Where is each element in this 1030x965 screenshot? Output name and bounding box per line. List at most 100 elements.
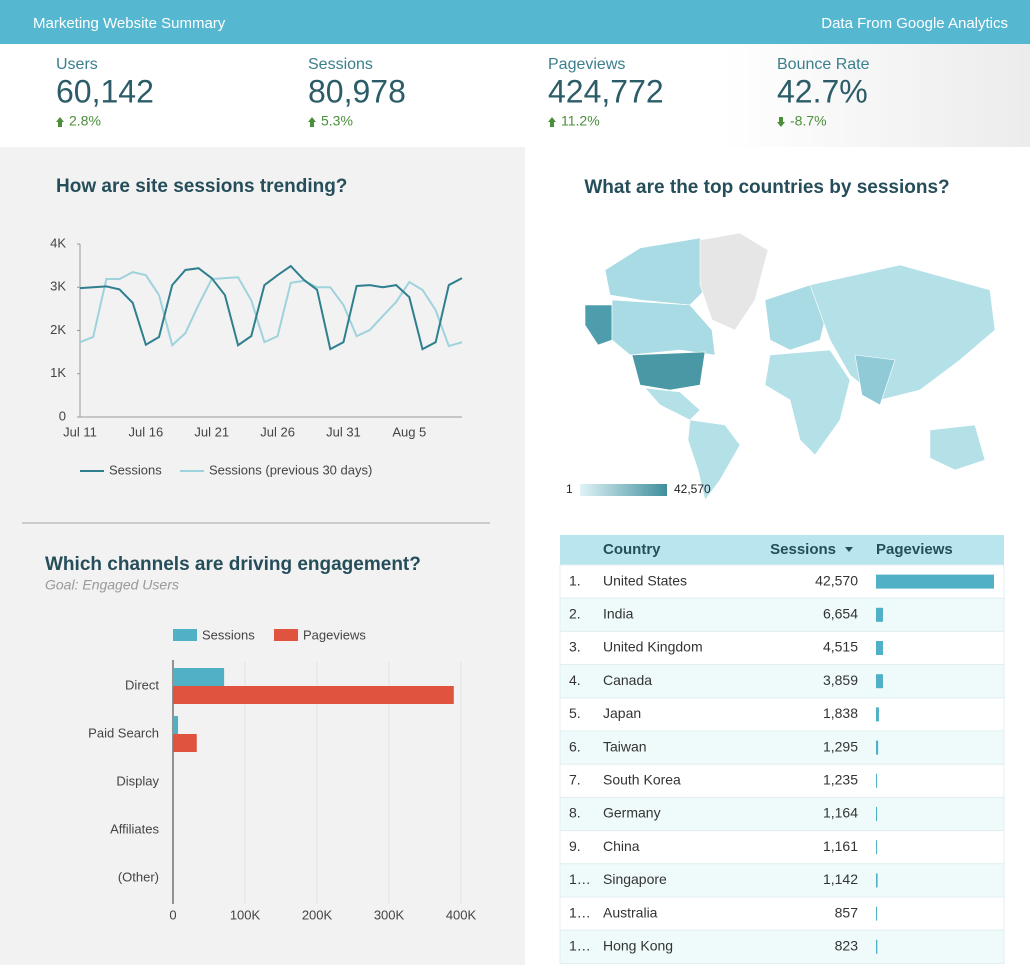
y-tick-label: 0	[59, 408, 66, 423]
x-tick-label: 0	[169, 907, 176, 922]
sessions: 1,161	[823, 838, 858, 854]
sessions: 823	[835, 938, 859, 954]
country: China	[603, 838, 640, 854]
kpi-value: 60,142	[56, 73, 154, 109]
rank: 4.	[569, 672, 581, 688]
y-tick-label: Paid Search	[88, 725, 159, 740]
pageviews-bar	[876, 873, 878, 888]
x-tick-label: 100K	[230, 907, 261, 922]
rank: 9.	[569, 838, 581, 854]
rank: 7.	[569, 772, 581, 788]
y-tick-label: Display	[116, 773, 159, 788]
country: United States	[603, 572, 687, 588]
country: India	[603, 606, 634, 622]
sessions: 857	[835, 904, 859, 920]
pageviews-bar	[876, 939, 878, 954]
col-header: Sessions	[770, 541, 836, 558]
kpi-value: 424,772	[548, 73, 664, 109]
pageviews-bar	[876, 773, 878, 788]
map-legend-min: 1	[566, 482, 573, 496]
y-tick-label: (Other)	[118, 869, 159, 884]
sort-icon[interactable]	[845, 547, 853, 552]
rank: 1…	[569, 871, 591, 887]
kpi-value: 80,978	[308, 73, 406, 109]
sessions: 1,142	[823, 871, 858, 887]
table-row	[559, 929, 1005, 964]
sessions: 1,295	[823, 738, 858, 754]
legend-label: Sessions	[109, 462, 162, 477]
pageviews-bar	[876, 707, 879, 722]
chart-title: Which channels are driving engagement?	[45, 554, 421, 575]
table-row	[559, 697, 1005, 732]
line-series	[79, 264, 463, 351]
table-row	[559, 597, 1005, 632]
country: Hong Kong	[603, 938, 673, 954]
country: United Kingdom	[603, 639, 703, 655]
rank: 1.	[569, 572, 581, 588]
pageviews-bar	[876, 641, 883, 655]
table-header	[560, 535, 1004, 565]
x-tick-label: Jul 21	[194, 424, 229, 439]
map-title: What are the top countries by sessions?	[584, 177, 949, 198]
sessions: 6,654	[823, 606, 858, 622]
kpi-change: 11.2%	[561, 113, 600, 129]
sessions: 3,859	[823, 672, 858, 688]
x-tick-label: Jul 16	[129, 424, 164, 439]
y-tick-label: 4K	[50, 235, 66, 250]
y-tick-label: Direct	[125, 677, 159, 692]
rank: 3.	[569, 639, 581, 655]
rank: 2.	[569, 606, 581, 622]
y-tick-label: 3K	[50, 279, 66, 294]
bar	[173, 686, 454, 704]
country: Germany	[603, 805, 661, 821]
x-tick-label: Jul 31	[326, 424, 361, 439]
pageviews-bar	[876, 840, 878, 855]
pageviews-bar	[876, 574, 994, 589]
kpi-label: Bounce Rate	[777, 56, 870, 73]
col-header: Pageviews	[876, 541, 953, 558]
rank: 5.	[569, 705, 581, 721]
table-row	[559, 630, 1005, 666]
bar	[173, 716, 179, 734]
y-tick-label: 2K	[50, 322, 66, 337]
legend-swatch	[173, 629, 197, 641]
country: Australia	[603, 904, 658, 920]
kpi-arrow	[548, 117, 556, 127]
kpi-change: 2.8%	[69, 113, 101, 129]
sessions: 4,515	[823, 639, 858, 655]
legend-swatch	[274, 629, 298, 641]
y-tick-label: Affiliates	[110, 821, 159, 836]
rank: 1…	[569, 904, 591, 920]
table-row	[559, 763, 1005, 798]
x-tick-label: Jul 26	[260, 424, 295, 439]
table-row	[559, 796, 1005, 832]
header-title: Marketing Website Summary	[33, 15, 226, 32]
kpi-band	[0, 44, 1030, 147]
legend-label: Sessions	[202, 627, 255, 642]
country: Japan	[603, 705, 641, 721]
kpi-label: Sessions	[308, 56, 373, 73]
country: Canada	[603, 672, 652, 688]
y-tick-label: 1K	[50, 365, 66, 380]
map-legend-max: 42,570	[674, 482, 711, 496]
table-row	[559, 830, 1005, 865]
kpi-arrow	[777, 117, 785, 127]
legend-label: Pageviews	[303, 627, 366, 642]
sessions: 1,164	[823, 805, 858, 821]
kpi-arrow	[308, 117, 316, 127]
x-tick-label: 300K	[374, 907, 405, 922]
legend-label: Sessions (previous 30 days)	[209, 462, 372, 477]
sessions: 1,235	[823, 772, 858, 788]
kpi-label: Pageviews	[548, 56, 625, 73]
map-legend-gradient	[580, 484, 667, 496]
kpi-arrow	[56, 117, 64, 127]
header-source: Data From Google Analytics	[821, 15, 1008, 32]
country: Taiwan	[603, 738, 647, 754]
kpi-change: -8.7%	[790, 113, 827, 129]
chart-subtitle: Goal: Engaged Users	[45, 577, 179, 593]
x-tick-label: 400K	[446, 907, 477, 922]
pageviews-bar	[876, 906, 878, 921]
bar	[173, 734, 197, 752]
